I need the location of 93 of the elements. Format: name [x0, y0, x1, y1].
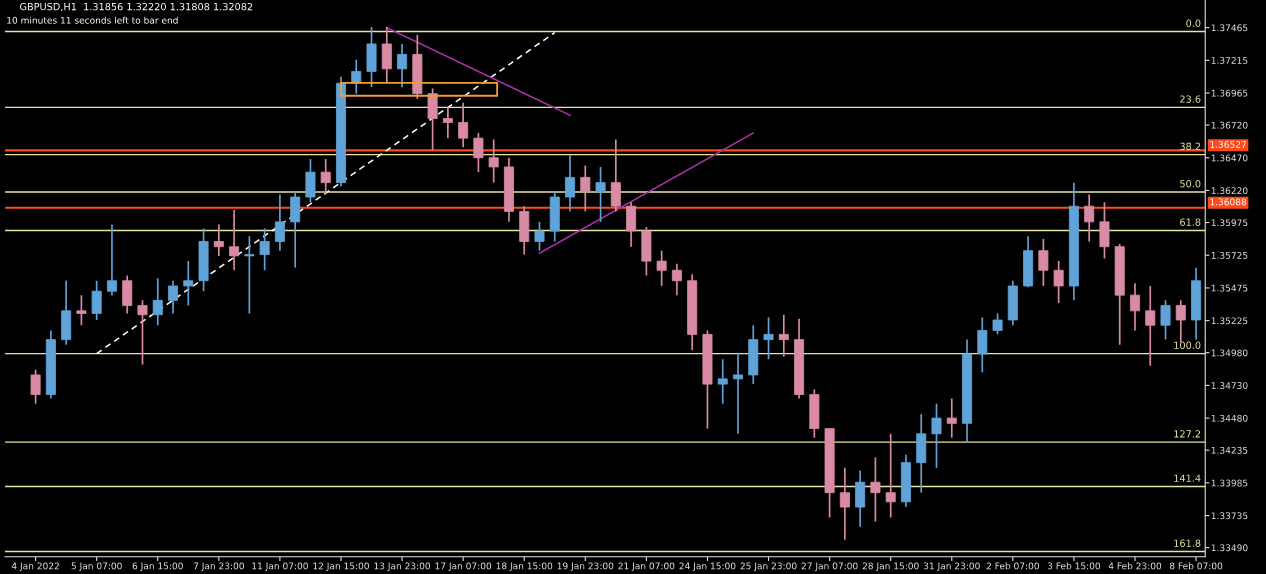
candlestick — [137, 299, 148, 366]
x-tick-label: 5 Jan 07:00 — [71, 562, 122, 571]
x-tick-label: 19 Jan 23:00 — [557, 562, 614, 571]
candlestick — [778, 313, 789, 358]
candlestick — [488, 138, 499, 184]
candlestick — [458, 101, 469, 149]
candlestick — [91, 279, 102, 321]
x-tick-label: 21 Jan 07:00 — [618, 562, 675, 571]
candlestick — [76, 294, 87, 327]
candlestick — [595, 166, 606, 223]
annotation: 0.0 — [1186, 19, 1201, 27]
annotation: 61.8 — [1180, 218, 1201, 226]
candlestick — [244, 235, 255, 315]
candlestick — [839, 466, 850, 541]
annotation: 50.0 — [1180, 180, 1201, 188]
candlestick — [656, 249, 667, 287]
x-tick-label: 7 Jan 23:00 — [193, 562, 244, 571]
ref-line-label: 1.36527 — [1210, 141, 1246, 148]
y-tick-label: 1.35975 — [1211, 219, 1248, 227]
y-tick-label: 1.36720 — [1211, 121, 1248, 129]
candlestick — [274, 193, 285, 252]
candlestick — [534, 221, 545, 252]
x-tick-label: 2 Feb 07:00 — [986, 562, 1039, 570]
candlestick — [1084, 193, 1095, 243]
chart-title: GBPUSD,H1 1.31856 1.32220 1.31808 1.32082 — [20, 2, 253, 12]
y-tick-label: 1.33735 — [1211, 512, 1248, 520]
x-tick-label: 11 Jan 07:00 — [252, 562, 308, 571]
candlestick — [397, 43, 408, 88]
candlestick — [580, 164, 591, 213]
x-tick-label: 24 Jan 15:00 — [679, 562, 736, 571]
candlestick — [1053, 260, 1064, 304]
candlestick — [565, 154, 576, 213]
candlestick — [717, 358, 728, 405]
y-tick-label: 1.34480 — [1211, 414, 1248, 422]
candlestick — [977, 316, 988, 374]
candlestick — [168, 279, 179, 315]
annotation: 127.2 — [1174, 430, 1201, 438]
x-tick-label: 31 Jan 23:00 — [923, 562, 980, 571]
candlestick — [885, 432, 896, 519]
y-tick-label: 1.34980 — [1211, 349, 1248, 357]
y-tick-label: 1.34235 — [1211, 446, 1248, 454]
x-tick-label: 13 Jan 23:00 — [374, 562, 431, 571]
x-tick-label: 25 Jan 23:00 — [740, 562, 797, 571]
x-tick-label: 17 Jan 07:00 — [435, 562, 492, 571]
x-tick-label: 3 Feb 15:00 — [1047, 562, 1101, 570]
candlestick — [183, 260, 194, 307]
y-tick-label: 1.35475 — [1211, 284, 1248, 292]
candlestick — [30, 368, 41, 405]
y-tick-label: 1.37215 — [1211, 57, 1248, 64]
annotation: 10 minutes 11 seconds left to bar end — [7, 16, 178, 24]
candlestick — [442, 105, 453, 139]
y-tick-label: 1.35725 — [1211, 251, 1248, 259]
x-tick-label: 28 Jan 15:00 — [862, 562, 919, 571]
candlestick — [106, 223, 117, 296]
candlestick — [1145, 285, 1156, 367]
x-tick-label: 6 Jan 15:00 — [132, 562, 183, 571]
y-tick-label: 1.35225 — [1211, 317, 1248, 325]
x-tick-label: 4 Jan 2022 — [11, 562, 59, 571]
x-tick-label: 4 Feb 23:00 — [1108, 562, 1162, 570]
y-tick-label: 1.34730 — [1211, 382, 1248, 389]
candlestick — [1160, 299, 1171, 341]
candlestick — [229, 209, 240, 272]
x-tick-label: 18 Jan 15:00 — [496, 562, 553, 571]
candlestick — [870, 456, 881, 523]
candlestick — [473, 132, 484, 173]
candlestick — [931, 402, 942, 469]
y-tick-label: 1.36470 — [1211, 154, 1248, 162]
candlestick — [1038, 238, 1049, 287]
candlestick — [152, 277, 163, 327]
annotation: 100.0 — [1174, 341, 1201, 349]
y-tick-label: 1.36220 — [1211, 187, 1248, 195]
candlestick — [732, 351, 743, 435]
ref-line-label: 1.36088 — [1210, 198, 1247, 206]
annotation: 23.6 — [1180, 95, 1201, 103]
x-tick-label: 27 Jan 07:00 — [801, 562, 858, 571]
candlestick — [610, 138, 621, 213]
annotation: 161.8 — [1174, 539, 1201, 547]
candlestick — [992, 312, 1003, 336]
y-tick-label: 1.33490 — [1211, 544, 1248, 552]
y-tick-label: 1.33985 — [1211, 479, 1248, 487]
y-tick-label: 1.36965 — [1211, 89, 1248, 97]
annotation: 141.4 — [1174, 474, 1201, 482]
candlestick — [671, 262, 682, 296]
y-tick-label: 1.37465 — [1211, 24, 1248, 32]
candlestick — [259, 227, 270, 272]
candlestick — [763, 316, 774, 361]
candlestick — [213, 223, 224, 257]
annotation: 38.2 — [1180, 142, 1201, 150]
x-tick-label: 8 Feb 07:00 — [1169, 562, 1223, 570]
candlestick — [946, 397, 957, 439]
candlestick — [1129, 282, 1140, 332]
candlestick — [320, 158, 331, 196]
x-tick-label: 12 Jan 15:00 — [313, 562, 369, 571]
